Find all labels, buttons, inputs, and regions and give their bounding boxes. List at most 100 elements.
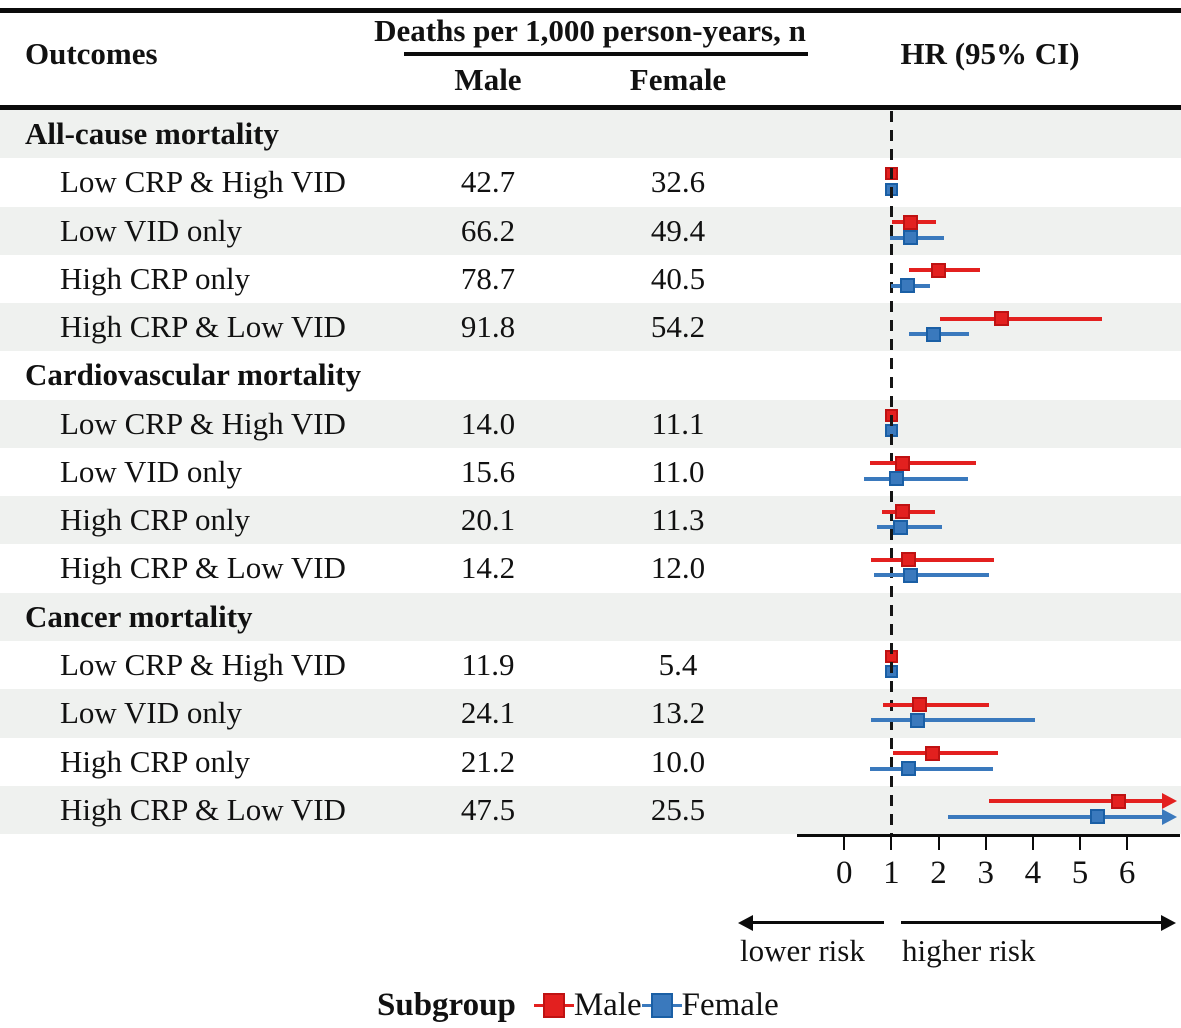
hr-point-square bbox=[1111, 793, 1127, 809]
ci-line bbox=[893, 751, 999, 755]
column-header-male: Male bbox=[454, 62, 522, 97]
deaths-header-underline bbox=[404, 52, 808, 56]
hr-point-square bbox=[909, 712, 925, 728]
subgroup-label: Low CRP & High VID bbox=[60, 646, 346, 682]
x-axis-tick-label: 5 bbox=[1071, 855, 1089, 891]
hr-point-square bbox=[926, 326, 942, 342]
lower-risk-arrow-shaft bbox=[752, 921, 884, 924]
hr-point-square bbox=[911, 697, 927, 713]
legend-female-stub2-icon bbox=[672, 1003, 682, 1007]
hr-point-square bbox=[900, 761, 916, 776]
male-deaths-value: 21.2 bbox=[460, 743, 516, 779]
subgroup-label: Low VID only bbox=[60, 212, 242, 248]
top-rule bbox=[0, 8, 1181, 13]
hr-point-square bbox=[931, 262, 947, 278]
ci-line bbox=[870, 461, 977, 466]
outcome-data-row: High CRP only 78.7 40.5 bbox=[0, 254, 1181, 304]
ci-line bbox=[870, 766, 994, 771]
male-deaths-value: 14.2 bbox=[460, 550, 516, 586]
hr-point-square bbox=[925, 745, 941, 761]
subgroup-label: Low VID only bbox=[60, 695, 242, 731]
outcome-data-row: High CRP & Low VID 14.2 12.0 bbox=[0, 544, 1181, 593]
subgroup-label: Low CRP & High VID bbox=[60, 405, 346, 441]
legend-title: Subgroup bbox=[377, 986, 516, 1023]
section-title: Cardiovascular mortality bbox=[25, 357, 362, 393]
ci-line bbox=[873, 573, 989, 578]
x-axis-tick-label: 6 bbox=[1118, 855, 1136, 891]
ci-arrow-icon bbox=[1162, 808, 1178, 825]
ci-line bbox=[871, 718, 1036, 723]
outcome-data-row: High CRP & Low VID 91.8 54.2 bbox=[0, 303, 1181, 352]
female-deaths-value: 40.5 bbox=[650, 260, 706, 296]
x-axis-tick-label: 1 bbox=[883, 855, 900, 891]
x-axis-tick bbox=[1031, 837, 1034, 850]
subgroup-label: Low CRP & High VID bbox=[60, 164, 346, 200]
female-deaths-value: 25.5 bbox=[650, 791, 706, 827]
higher-risk-arrow-icon bbox=[1161, 914, 1176, 931]
legend-female-square-icon bbox=[650, 992, 673, 1018]
lower-risk-arrow-icon bbox=[738, 914, 753, 931]
legend-female-label: Female bbox=[681, 986, 779, 1023]
subgroup-label: High CRP only bbox=[60, 743, 251, 779]
ci-line bbox=[939, 316, 1102, 321]
section-title: Cancer mortality bbox=[25, 598, 253, 634]
x-axis-tick bbox=[1126, 837, 1129, 850]
legend: Subgroup Male Female bbox=[377, 982, 779, 1028]
legend-male-stub-icon bbox=[533, 1003, 543, 1007]
female-deaths-value: 11.0 bbox=[651, 453, 705, 489]
x-axis-tick bbox=[937, 837, 940, 850]
hr-point-square bbox=[1089, 809, 1105, 825]
male-deaths-value: 15.6 bbox=[460, 453, 516, 489]
column-header-hr: HR (95% CI) bbox=[900, 36, 1080, 71]
header-rule bbox=[0, 105, 1181, 110]
x-axis-tick-label: 2 bbox=[930, 855, 947, 891]
outcome-data-row: Low VID only 15.6 11.0 bbox=[0, 447, 1181, 497]
male-deaths-value: 42.7 bbox=[460, 164, 516, 200]
outcome-data-row: High CRP only 21.2 10.0 bbox=[0, 737, 1181, 786]
lower-risk-label: lower risk bbox=[740, 933, 865, 968]
x-axis-tick bbox=[843, 837, 846, 850]
ci-line bbox=[876, 525, 943, 530]
outcome-data-row: Low CRP & High VID 42.7 32.6 bbox=[0, 158, 1181, 207]
outcome-data-row: Low CRP & High VID 11.9 5.4 bbox=[0, 640, 1181, 690]
hr-point-square bbox=[900, 278, 916, 294]
legend-male-stub2-icon bbox=[564, 1003, 574, 1007]
male-deaths-value: 11.9 bbox=[461, 646, 515, 682]
hr-point-square bbox=[903, 230, 919, 246]
outcome-data-row: High CRP only 20.1 11.3 bbox=[0, 496, 1181, 545]
legend-male-marker bbox=[533, 992, 574, 1018]
female-deaths-value: 13.2 bbox=[650, 695, 706, 731]
male-deaths-value: 24.1 bbox=[460, 695, 516, 731]
subgroup-label: High CRP only bbox=[60, 260, 251, 296]
female-deaths-value: 5.4 bbox=[658, 646, 698, 682]
female-deaths-value: 32.6 bbox=[650, 164, 706, 200]
section-header-row: All-cause mortality bbox=[0, 110, 1181, 159]
female-deaths-value: 54.2 bbox=[650, 309, 706, 345]
x-axis-line bbox=[797, 834, 1180, 837]
female-deaths-value: 10.0 bbox=[650, 743, 706, 779]
ci-arrow-icon bbox=[1162, 793, 1178, 810]
outcome-data-row: Low CRP & High VID 14.0 11.1 bbox=[0, 399, 1181, 448]
column-header-female: Female bbox=[629, 62, 727, 97]
subgroup-label: High CRP & Low VID bbox=[60, 791, 346, 827]
hr-point-square bbox=[902, 214, 918, 230]
male-deaths-value: 91.8 bbox=[460, 309, 516, 345]
x-axis-tick bbox=[1078, 837, 1081, 850]
female-deaths-value: 11.1 bbox=[651, 405, 705, 441]
male-deaths-value: 14.0 bbox=[460, 405, 516, 441]
ci-line bbox=[948, 814, 1163, 819]
legend-male-label: Male bbox=[573, 986, 642, 1023]
legend-female-stub-icon bbox=[641, 1003, 651, 1007]
male-deaths-value: 20.1 bbox=[460, 502, 516, 538]
hr-point-square bbox=[888, 471, 904, 487]
hr-point-square bbox=[901, 552, 917, 568]
ci-line bbox=[871, 557, 995, 562]
hr-point-square bbox=[895, 504, 911, 520]
x-axis-tick bbox=[890, 837, 893, 850]
male-deaths-value: 47.5 bbox=[460, 791, 516, 827]
female-deaths-value: 12.0 bbox=[650, 550, 706, 586]
outcome-data-row: Low VID only 66.2 49.4 bbox=[0, 206, 1181, 255]
x-axis-tick bbox=[984, 837, 987, 850]
column-header-outcomes: Outcomes bbox=[25, 36, 158, 71]
